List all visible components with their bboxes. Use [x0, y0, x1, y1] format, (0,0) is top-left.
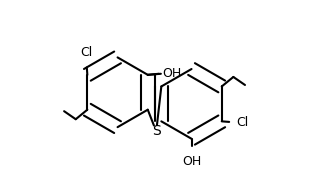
Text: Cl: Cl [80, 46, 93, 59]
Text: OH: OH [162, 67, 181, 80]
Text: S: S [152, 124, 161, 138]
Text: Cl: Cl [237, 116, 249, 129]
Text: OH: OH [182, 155, 201, 168]
